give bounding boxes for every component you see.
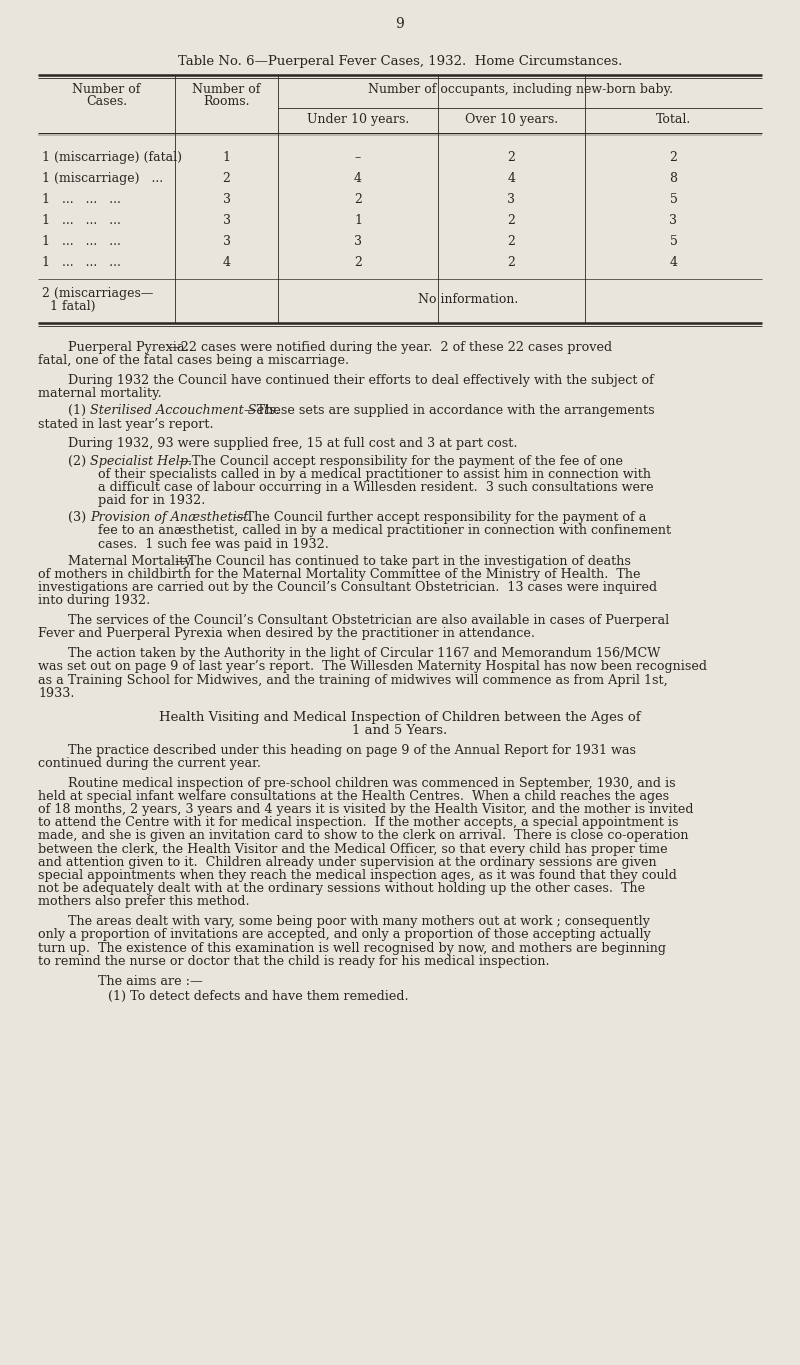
Text: between the clerk, the Health Visitor and the Medical Officer, so that every chi: between the clerk, the Health Visitor an…: [38, 842, 668, 856]
Text: During 1932, 93 were supplied free, 15 at full cost and 3 at part cost.: During 1932, 93 were supplied free, 15 a…: [68, 437, 518, 450]
Text: and attention given to it.  Children already under supervision at the ordinary s: and attention given to it. Children alre…: [38, 856, 657, 868]
Text: Number of: Number of: [72, 83, 141, 96]
Text: of mothers in childbirth for the Maternal Mortality Committee of the Ministry of: of mothers in childbirth for the Materna…: [38, 568, 641, 581]
Text: —22 cases were notified during the year.  2 of these 22 cases proved: —22 cases were notified during the year.…: [168, 341, 612, 354]
Text: turn up.  The existence of this examination is well recognised by now, and mothe: turn up. The existence of this examinati…: [38, 942, 666, 954]
Text: (1): (1): [68, 404, 90, 418]
Text: 5: 5: [670, 235, 678, 248]
Text: Table No. 6—Puerperal Fever Cases, 1932.  Home Circumstances.: Table No. 6—Puerperal Fever Cases, 1932.…: [178, 55, 622, 68]
Text: 4: 4: [354, 172, 362, 186]
Text: 2: 2: [222, 172, 230, 186]
Text: —The Council accept responsibility for the payment of the fee of one: —The Council accept responsibility for t…: [179, 455, 623, 468]
Text: 4: 4: [222, 257, 230, 269]
Text: 1   ...   ...   ...: 1 ... ... ...: [42, 257, 121, 269]
Text: to attend the Centre with it for medical inspection.  If the mother accepts, a s: to attend the Centre with it for medical…: [38, 816, 678, 829]
Text: 4: 4: [670, 257, 678, 269]
Text: into during 1932.: into during 1932.: [38, 594, 150, 607]
Text: Number of: Number of: [192, 83, 261, 96]
Text: 1 (miscarriage) (fatal): 1 (miscarriage) (fatal): [42, 152, 182, 164]
Text: stated in last year’s report.: stated in last year’s report.: [38, 418, 214, 430]
Text: not be adequately dealt with at the ordinary sessions without holding up the oth: not be adequately dealt with at the ordi…: [38, 882, 645, 895]
Text: 1   ...   ...   ...: 1 ... ... ...: [42, 192, 121, 206]
Text: (2): (2): [68, 455, 90, 468]
Text: 1   ...   ...   ...: 1 ... ... ...: [42, 235, 121, 248]
Text: a difficult case of labour occurring in a Willesden resident.  3 such consultati: a difficult case of labour occurring in …: [98, 480, 654, 494]
Text: 3: 3: [222, 214, 230, 227]
Text: Specialist Help.: Specialist Help.: [90, 455, 192, 468]
Text: 3: 3: [354, 235, 362, 248]
Text: (3): (3): [68, 512, 90, 524]
Text: 1: 1: [222, 152, 230, 164]
Text: Provision of Anæsthetist.: Provision of Anæsthetist.: [90, 512, 252, 524]
Text: 2: 2: [354, 257, 362, 269]
Text: The practice described under this heading on page 9 of the Annual Report for 193: The practice described under this headin…: [68, 744, 636, 756]
Text: No information.: No information.: [418, 293, 518, 306]
Text: 2: 2: [507, 152, 515, 164]
Text: —The Council further accept responsibility for the payment of a: —The Council further accept responsibili…: [233, 512, 646, 524]
Text: The action taken by the Authority in the light of Circular 1167 and Memorandum 1: The action taken by the Authority in the…: [68, 647, 660, 661]
Text: of 18 months, 2 years, 3 years and 4 years it is visited by the Health Visitor, : of 18 months, 2 years, 3 years and 4 yea…: [38, 803, 694, 816]
Text: 3: 3: [222, 235, 230, 248]
Text: paid for in 1932.: paid for in 1932.: [98, 494, 206, 508]
Text: 2 (miscarriages—: 2 (miscarriages—: [42, 287, 154, 300]
Text: was set out on page 9 of last year’s report.  The Willesden Maternity Hospital h: was set out on page 9 of last year’s rep…: [38, 661, 707, 673]
Text: 1 fatal): 1 fatal): [42, 300, 95, 313]
Text: Health Visiting and Medical Inspection of Children between the Ages of: Health Visiting and Medical Inspection o…: [159, 711, 641, 723]
Text: 3: 3: [222, 192, 230, 206]
Text: fee to an anæsthetist, called in by a medical practitioner in connection with co: fee to an anæsthetist, called in by a me…: [98, 524, 671, 538]
Text: mothers also prefer this method.: mothers also prefer this method.: [38, 895, 250, 908]
Text: Puerperal Pyrexia.: Puerperal Pyrexia.: [68, 341, 189, 354]
Text: 3: 3: [670, 214, 678, 227]
Text: 2: 2: [507, 235, 515, 248]
Text: —The Council has continued to take part in the investigation of deaths: —The Council has continued to take part …: [175, 554, 631, 568]
Text: The areas dealt with vary, some being poor with many mothers out at work ; conse: The areas dealt with vary, some being po…: [68, 915, 650, 928]
Text: 8: 8: [670, 172, 678, 186]
Text: Under 10 years.: Under 10 years.: [307, 113, 409, 126]
Text: of their specialists called in by a medical practitioner to assist him in connec: of their specialists called in by a medi…: [98, 468, 651, 480]
Text: 1: 1: [354, 214, 362, 227]
Text: 2: 2: [670, 152, 678, 164]
Text: only a proportion of invitations are accepted, and only a proportion of those ac: only a proportion of invitations are acc…: [38, 928, 651, 942]
Text: Sterilised Accouchment Sets.: Sterilised Accouchment Sets.: [90, 404, 280, 418]
Text: investigations are carried out by the Council’s Consultant Obstetrician.  13 cas: investigations are carried out by the Co…: [38, 581, 657, 594]
Text: maternal mortality.: maternal mortality.: [38, 388, 162, 400]
Text: Rooms.: Rooms.: [203, 96, 250, 108]
Text: 9: 9: [396, 16, 404, 31]
Text: 1 (miscarriage)   ...: 1 (miscarriage) ...: [42, 172, 163, 186]
Text: Fever and Puerperal Pyrexia when desired by the practitioner in attendance.: Fever and Puerperal Pyrexia when desired…: [38, 628, 535, 640]
Text: special appointments when they reach the medical inspection ages, as it was foun: special appointments when they reach the…: [38, 870, 677, 882]
Text: as a Training School for Midwives, and the training of midwives will commence as: as a Training School for Midwives, and t…: [38, 674, 668, 687]
Text: continued during the current year.: continued during the current year.: [38, 756, 261, 770]
Text: 1   ...   ...   ...: 1 ... ... ...: [42, 214, 121, 227]
Text: 1933.: 1933.: [38, 687, 74, 700]
Text: Maternal Mortality.: Maternal Mortality.: [68, 554, 194, 568]
Text: –: –: [355, 152, 361, 164]
Text: During 1932 the Council have continued their efforts to deal effectively with th: During 1932 the Council have continued t…: [68, 374, 654, 388]
Text: —These sets are supplied in accordance with the arrangements: —These sets are supplied in accordance w…: [244, 404, 654, 418]
Text: Number of occupants, including new-born baby.: Number of occupants, including new-born …: [367, 83, 673, 96]
Text: (1) To detect defects and have them remedied.: (1) To detect defects and have them reme…: [108, 991, 409, 1003]
Text: Over 10 years.: Over 10 years.: [465, 113, 558, 126]
Text: 4: 4: [507, 172, 515, 186]
Text: 1 and 5 Years.: 1 and 5 Years.: [352, 723, 448, 737]
Text: Routine medical inspection of pre-school children was commenced in September, 19: Routine medical inspection of pre-school…: [68, 777, 676, 789]
Text: 3: 3: [507, 192, 515, 206]
Text: 2: 2: [354, 192, 362, 206]
Text: 2: 2: [507, 257, 515, 269]
Text: cases.  1 such fee was paid in 1932.: cases. 1 such fee was paid in 1932.: [98, 538, 329, 550]
Text: made, and she is given an invitation card to show to the clerk on arrival.  Ther: made, and she is given an invitation car…: [38, 830, 689, 842]
Text: The aims are :—: The aims are :—: [98, 975, 202, 988]
Text: to remind the nurse or doctor that the child is ready for his medical inspection: to remind the nurse or doctor that the c…: [38, 954, 550, 968]
Text: 5: 5: [670, 192, 678, 206]
Text: fatal, one of the fatal cases being a miscarriage.: fatal, one of the fatal cases being a mi…: [38, 354, 349, 367]
Text: Total.: Total.: [656, 113, 691, 126]
Text: Cases.: Cases.: [86, 96, 127, 108]
Text: 2: 2: [507, 214, 515, 227]
Text: held at special infant welfare consultations at the Health Centres.  When a chil: held at special infant welfare consultat…: [38, 790, 669, 803]
Text: The services of the Council’s Consultant Obstetrician are also available in case: The services of the Council’s Consultant…: [68, 614, 670, 628]
